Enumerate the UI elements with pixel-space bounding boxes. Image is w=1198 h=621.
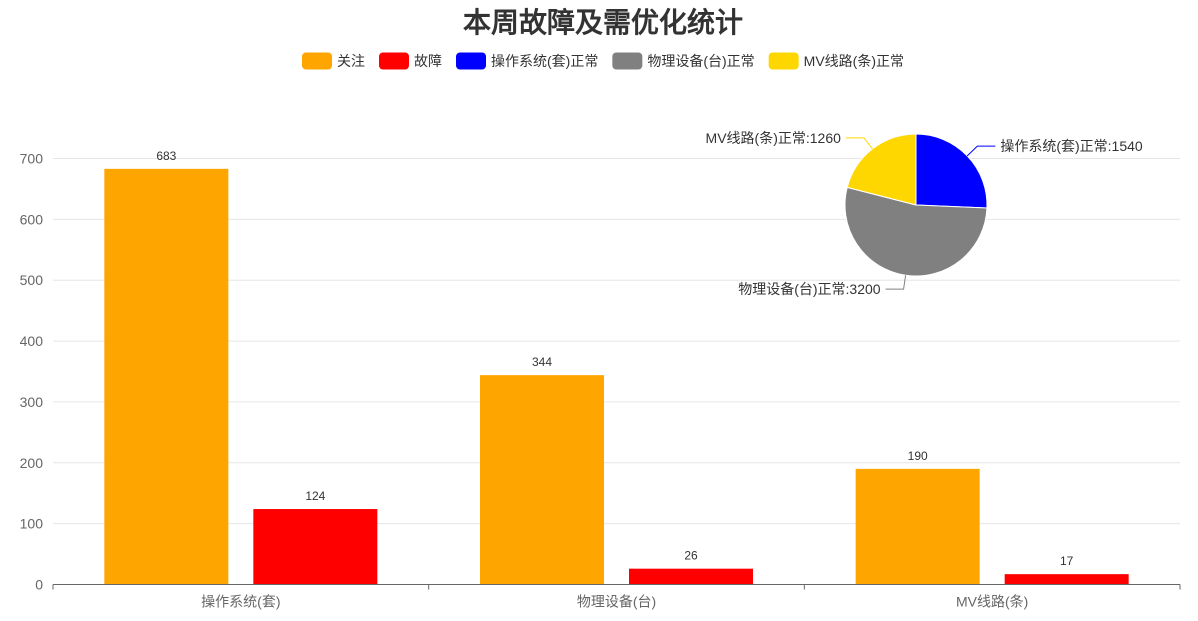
y-tick-label-600: 600 [20,211,44,227]
pie-slice-0[interactable] [915,133,988,209]
y-tick-label-100: 100 [20,516,44,532]
legend-label-2[interactable]: 操作系统(套)正常 [491,53,598,69]
pie-label-0: 操作系统(套)正常:1540 [1000,138,1143,154]
y-tick-label-500: 500 [20,272,44,288]
legend: 关注 故障 操作系统(套)正常 物理设备(台)正常 MV线路(条)正常 [302,52,904,70]
x-tick-label-1: 物理设备(台) [577,594,656,610]
bar-value-label-1-0: 124 [305,489,325,503]
pie-slice-2[interactable] [846,133,917,206]
pie-chart: 操作系统(套)正常:1540 物理设备(台)正常:3200 MV线路(条)正常:12… [706,130,1143,297]
y-tick-label-200: 200 [20,455,44,471]
legend-swatch-3[interactable] [612,52,643,70]
legend-label-0[interactable]: 关注 [337,53,365,69]
y-tick-label-300: 300 [20,394,44,410]
bar-1-0[interactable] [253,509,378,585]
chart-title: 本周故障及需优化统计 [463,6,743,38]
bar-value-label-1-1: 26 [684,549,698,563]
legend-label-3[interactable]: 物理设备(台)正常 [647,53,754,69]
legend-swatch-2[interactable] [456,52,487,70]
x-tick-label-2: MV线路(条) [956,594,1028,610]
bar-value-label-1-2: 17 [1060,554,1074,568]
pie-label-line-1 [885,275,907,290]
y-tick-label-700: 700 [20,151,44,167]
bar-1-2[interactable] [1004,574,1129,585]
bar-0-0[interactable] [104,168,229,585]
bar-0-1[interactable] [480,375,604,585]
legend-swatch-4[interactable] [768,52,799,70]
legend-swatch-0[interactable] [302,52,333,70]
legend-label-4[interactable]: MV线路(条)正常 [804,53,904,69]
legend-swatch-1[interactable] [379,52,410,70]
pie-label-1: 物理设备(台)正常:3200 [738,281,881,297]
pie-label-line-0 [966,145,996,157]
bar-value-label-0-2: 190 [908,449,928,463]
x-tick-label-0: 操作系统(套) [201,594,280,610]
legend-label-1[interactable]: 故障 [414,53,442,69]
bar-0-2[interactable] [855,468,980,585]
bar-1-1[interactable] [629,568,753,585]
pie-label-2: MV线路(条)正常:1260 [706,130,842,146]
bar-series: 683 124 344 26 190 17 [104,149,1129,585]
x-axis: 操作系统(套) 物理设备(台) MV线路(条) [52,584,1181,610]
bar-value-label-0-1: 344 [532,355,552,369]
y-tick-label-0: 0 [35,577,43,593]
y-tick-label-400: 400 [20,333,44,349]
y-axis: 0 100 200 300 400 500 600 700 [20,151,44,593]
grid [53,158,1180,525]
pie-label-line-2 [845,137,873,150]
bar-value-label-0-0: 683 [156,149,176,163]
